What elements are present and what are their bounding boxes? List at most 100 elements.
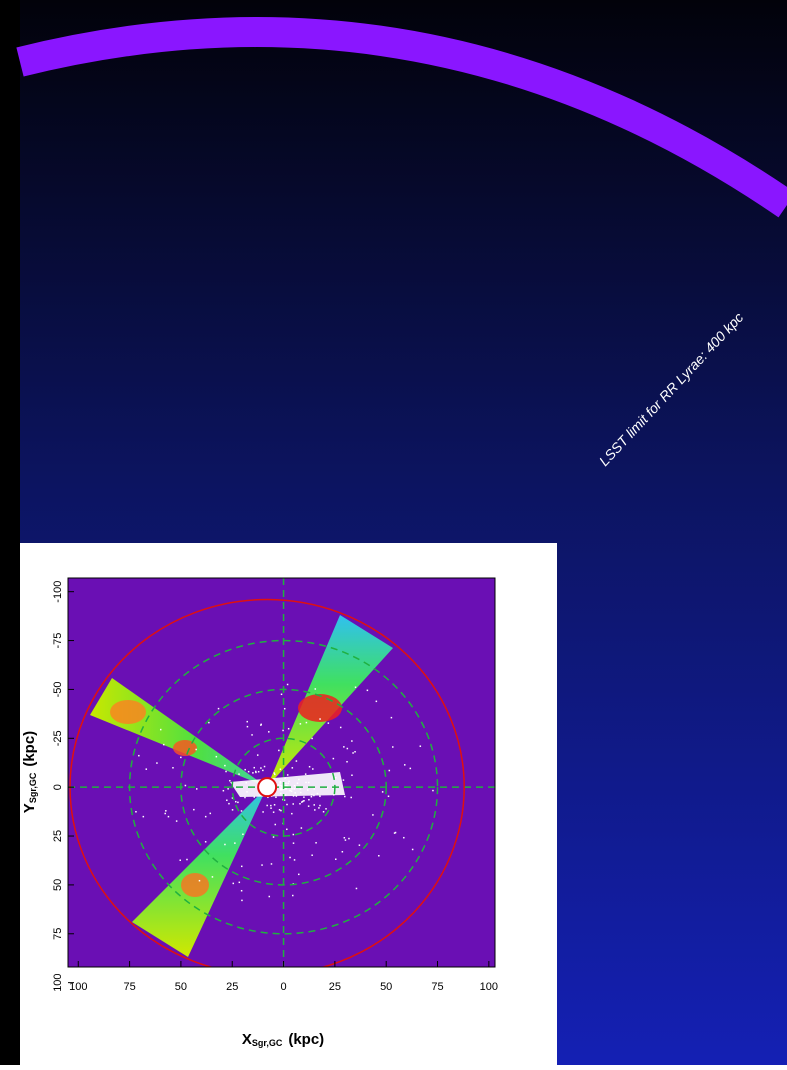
y-tick-label: 50 [52, 879, 64, 891]
star-point [266, 804, 268, 807]
star-point [209, 812, 212, 815]
star-point [354, 751, 356, 753]
star-point [343, 837, 346, 839]
star-point [228, 802, 230, 805]
x-tick-label: 50 [175, 981, 187, 993]
star-point [333, 794, 335, 796]
star-point [204, 815, 207, 818]
star-point [280, 809, 282, 812]
star-point [319, 718, 321, 720]
star-point [244, 768, 246, 771]
star-point [372, 814, 374, 816]
star-point [350, 796, 352, 799]
star-point [186, 858, 188, 861]
star-point [282, 729, 284, 732]
star-point [403, 764, 406, 766]
density-peak [110, 700, 146, 724]
star-point [293, 784, 296, 787]
star-point [180, 756, 182, 759]
star-point [165, 810, 167, 812]
star-point [326, 787, 329, 789]
star-point [211, 876, 214, 878]
star-point [334, 776, 337, 779]
star-point [292, 803, 294, 805]
star-point [419, 745, 422, 747]
star-point [281, 788, 283, 791]
star-point [135, 811, 137, 813]
star-point [279, 768, 282, 770]
star-point [231, 797, 234, 799]
x-tick-label: 25 [226, 981, 238, 993]
star-point [390, 716, 393, 719]
star-point [167, 815, 170, 818]
star-point [287, 782, 289, 785]
star-point [246, 725, 249, 728]
star-point [262, 769, 264, 772]
star-point [286, 774, 289, 776]
star-point [311, 794, 313, 796]
star-point [296, 782, 299, 784]
star-point [299, 802, 301, 805]
star-point [375, 700, 378, 703]
star-point [268, 731, 270, 733]
star-point [325, 808, 327, 810]
star-point [295, 795, 298, 797]
left-strip [0, 0, 20, 1065]
density-peak [181, 873, 209, 897]
star-point [273, 804, 276, 806]
star-point [273, 772, 275, 774]
star-point [346, 747, 349, 750]
plot-background [68, 578, 495, 967]
star-point [289, 789, 292, 792]
star-point [279, 789, 282, 791]
star-point [313, 788, 316, 790]
star-point [286, 683, 289, 686]
star-point [164, 812, 166, 815]
star-point [292, 795, 295, 797]
star-point [225, 770, 227, 773]
star-point [311, 854, 313, 856]
star-point [252, 772, 254, 774]
star-point [240, 810, 243, 812]
star-point [237, 801, 239, 804]
star-point [227, 788, 229, 790]
star-point [332, 787, 334, 789]
star-point [299, 791, 302, 794]
star-point [294, 792, 296, 794]
star-point [224, 764, 226, 767]
star-point [292, 894, 294, 897]
star-point [217, 707, 220, 710]
star-point [254, 770, 257, 773]
star-point [142, 815, 145, 818]
star-point [268, 895, 271, 898]
star-point [246, 791, 248, 793]
star-point [292, 833, 295, 836]
x-axis-label: XSgr,GC (kpc) [242, 1031, 324, 1048]
star-point [291, 767, 294, 769]
star-point [163, 743, 165, 746]
star-point [280, 785, 283, 787]
star-point [286, 828, 288, 831]
star-point [270, 863, 273, 865]
star-point [156, 762, 158, 764]
star-point [289, 856, 291, 859]
sun-marker [257, 777, 278, 798]
star-point [308, 781, 310, 784]
star-point [255, 771, 257, 774]
x-tick-label: 75 [431, 981, 443, 993]
star-point [245, 781, 248, 784]
star-point [260, 723, 262, 726]
star-point [278, 808, 281, 811]
y-tick-label: 25 [52, 830, 64, 842]
star-point [256, 754, 259, 756]
star-point [238, 773, 240, 775]
star-point [388, 769, 391, 772]
y-tick-label: -75 [52, 633, 64, 649]
star-point [381, 791, 384, 793]
star-point [344, 839, 347, 841]
star-point [311, 737, 313, 740]
star-point [272, 811, 275, 813]
star-point [315, 842, 317, 844]
star-point [409, 767, 412, 770]
star-point [270, 804, 272, 807]
